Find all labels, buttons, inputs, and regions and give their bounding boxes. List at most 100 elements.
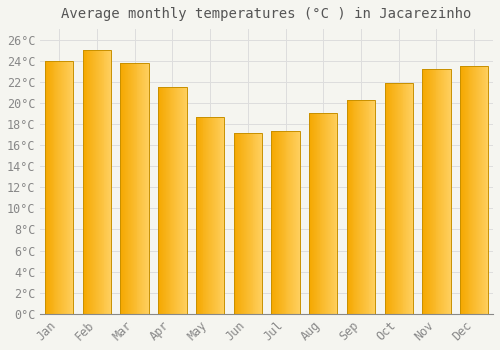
Bar xyxy=(56,61,58,314)
Bar xyxy=(181,87,182,314)
Bar xyxy=(161,87,162,314)
Bar xyxy=(293,131,294,314)
Bar xyxy=(361,100,362,314)
Bar xyxy=(297,131,298,314)
Bar xyxy=(294,131,295,314)
Bar xyxy=(208,117,209,314)
Bar xyxy=(65,61,66,314)
Bar xyxy=(284,131,286,314)
Bar xyxy=(460,66,488,314)
Bar xyxy=(97,50,98,314)
Bar xyxy=(475,66,476,314)
Bar xyxy=(357,100,358,314)
Bar xyxy=(372,100,374,314)
Bar xyxy=(311,113,312,314)
Bar xyxy=(212,117,213,314)
Bar xyxy=(172,87,174,314)
Bar xyxy=(460,66,461,314)
Bar xyxy=(68,61,70,314)
Bar xyxy=(272,131,274,314)
Bar xyxy=(60,61,61,314)
Bar xyxy=(474,66,475,314)
Bar xyxy=(444,69,445,314)
Bar xyxy=(480,66,481,314)
Bar xyxy=(234,133,262,314)
Bar xyxy=(443,69,444,314)
Bar xyxy=(356,100,357,314)
Bar xyxy=(213,117,214,314)
Bar xyxy=(428,69,429,314)
Bar xyxy=(136,63,138,314)
Bar xyxy=(365,100,366,314)
Bar xyxy=(390,83,391,314)
Bar xyxy=(440,69,441,314)
Bar xyxy=(352,100,354,314)
Bar xyxy=(320,113,322,314)
Bar xyxy=(122,63,124,314)
Bar xyxy=(427,69,428,314)
Bar xyxy=(159,87,160,314)
Bar xyxy=(160,87,161,314)
Bar xyxy=(98,50,99,314)
Bar xyxy=(242,133,243,314)
Bar xyxy=(370,100,372,314)
Bar xyxy=(482,66,484,314)
Bar xyxy=(465,66,466,314)
Bar xyxy=(256,133,257,314)
Bar xyxy=(143,63,144,314)
Bar xyxy=(479,66,480,314)
Bar xyxy=(222,117,224,314)
Bar xyxy=(461,66,462,314)
Bar xyxy=(312,113,313,314)
Bar xyxy=(91,50,92,314)
Bar xyxy=(407,83,408,314)
Bar xyxy=(288,131,290,314)
Bar xyxy=(248,133,249,314)
Bar xyxy=(402,83,404,314)
Bar xyxy=(128,63,129,314)
Bar xyxy=(291,131,292,314)
Bar xyxy=(438,69,440,314)
Bar xyxy=(63,61,64,314)
Bar xyxy=(394,83,395,314)
Bar xyxy=(422,69,450,314)
Bar xyxy=(463,66,464,314)
Bar xyxy=(260,133,261,314)
Bar xyxy=(132,63,134,314)
Bar xyxy=(395,83,396,314)
Bar xyxy=(277,131,278,314)
Bar xyxy=(446,69,447,314)
Bar xyxy=(206,117,208,314)
Bar xyxy=(424,69,425,314)
Bar xyxy=(198,117,199,314)
Bar xyxy=(49,61,50,314)
Bar xyxy=(325,113,326,314)
Bar xyxy=(254,133,256,314)
Bar xyxy=(412,83,413,314)
Bar xyxy=(470,66,472,314)
Bar xyxy=(347,100,375,314)
Bar xyxy=(61,61,62,314)
Bar xyxy=(66,61,68,314)
Bar xyxy=(275,131,276,314)
Bar xyxy=(358,100,359,314)
Bar xyxy=(158,87,159,314)
Bar xyxy=(391,83,392,314)
Bar xyxy=(422,69,424,314)
Bar xyxy=(134,63,136,314)
Bar xyxy=(145,63,146,314)
Bar xyxy=(92,50,93,314)
Bar xyxy=(110,50,111,314)
Bar xyxy=(45,61,74,314)
Bar xyxy=(392,83,393,314)
Bar xyxy=(247,133,248,314)
Bar xyxy=(278,131,279,314)
Bar xyxy=(296,131,297,314)
Bar xyxy=(411,83,412,314)
Bar xyxy=(261,133,262,314)
Bar xyxy=(214,117,215,314)
Bar xyxy=(481,66,482,314)
Bar xyxy=(140,63,141,314)
Bar xyxy=(272,131,299,314)
Bar xyxy=(434,69,436,314)
